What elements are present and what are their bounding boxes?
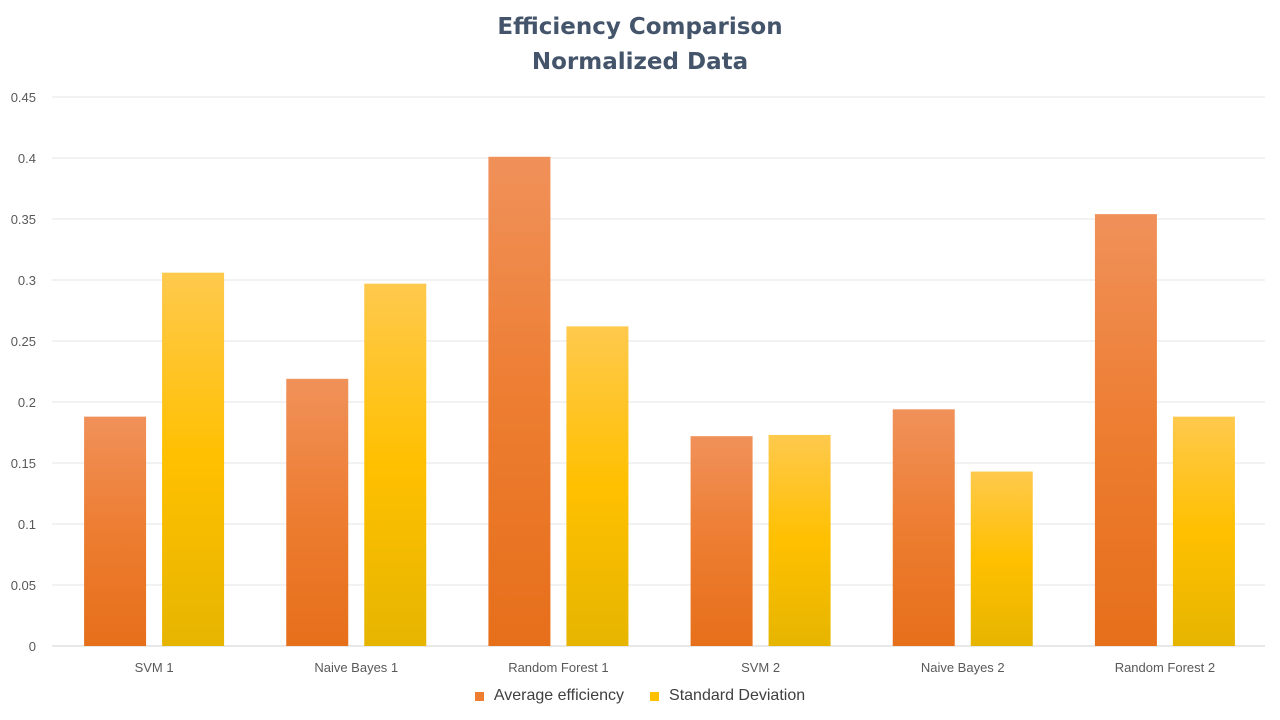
x-tick-label: SVM 1 (135, 660, 174, 675)
y-tick-label: 0.2 (18, 395, 36, 410)
x-tick-label: Random Forest 1 (508, 660, 608, 675)
y-tick-label: 0.05 (11, 578, 36, 593)
bars (84, 156, 1235, 646)
y-tick-label: 0.35 (11, 212, 36, 227)
y-axis-ticks: 0 0.05 0.1 0.15 0.2 0.25 0.3 0.35 0.4 0.45 (11, 90, 36, 654)
y-tick-label: 0 (29, 639, 36, 654)
bar-standard-deviation-naive-bayes-2[interactable] (970, 471, 1033, 646)
legend-label-average-efficiency: Average efficiency (493, 687, 625, 704)
bar-standard-deviation-random-forest-1[interactable] (566, 326, 629, 646)
bar-average-efficiency-random-forest-2[interactable] (1094, 214, 1157, 646)
x-tick-label: SVM 2 (741, 660, 780, 675)
x-tick-label: Naive Bayes 2 (921, 660, 1005, 675)
chart-title: Efficiency Comparison (497, 14, 783, 40)
bar-average-efficiency-svm-2[interactable] (690, 436, 753, 646)
y-tick-label: 0.4 (18, 151, 36, 166)
bar-standard-deviation-svm-1[interactable] (162, 272, 225, 646)
legend-label-standard-deviation: Standard Deviation (669, 687, 806, 704)
bar-standard-deviation-random-forest-2[interactable] (1172, 416, 1235, 646)
bar-average-efficiency-naive-bayes-2[interactable] (892, 409, 955, 646)
bar-average-efficiency-svm-1[interactable] (84, 416, 147, 646)
x-tick-label: Random Forest 2 (1115, 660, 1215, 675)
legend-item-average-efficiency[interactable]: Average efficiency (474, 687, 625, 705)
gridlines (52, 96, 1265, 647)
x-tick-label: Naive Bayes 1 (314, 660, 398, 675)
y-tick-label: 0.15 (11, 456, 36, 471)
legend: Average efficiency Standard Deviation (0, 687, 1280, 705)
legend-item-standard-deviation[interactable]: Standard Deviation (650, 687, 805, 705)
y-tick-label: 0.25 (11, 334, 36, 349)
bar-standard-deviation-naive-bayes-1[interactable] (364, 283, 427, 646)
bar-average-efficiency-naive-bayes-1[interactable] (286, 378, 349, 646)
y-tick-label: 0.45 (11, 90, 36, 105)
x-axis-ticks: SVM 1 Naive Bayes 1 Random Forest 1 SVM 2 Na… (135, 660, 1216, 675)
chart-subtitle: Normalized Data (531, 49, 749, 75)
y-tick-label: 0.1 (18, 517, 36, 532)
legend-swatch-average-efficiency (474, 691, 484, 701)
bar-average-efficiency-random-forest-1[interactable] (488, 156, 551, 646)
bar-standard-deviation-svm-2[interactable] (768, 434, 831, 646)
legend-swatch-standard-deviation (650, 691, 660, 701)
y-tick-label: 0.3 (18, 273, 36, 288)
chart-title-block: Efficiency Comparison Normalized Data (0, 10, 1280, 80)
